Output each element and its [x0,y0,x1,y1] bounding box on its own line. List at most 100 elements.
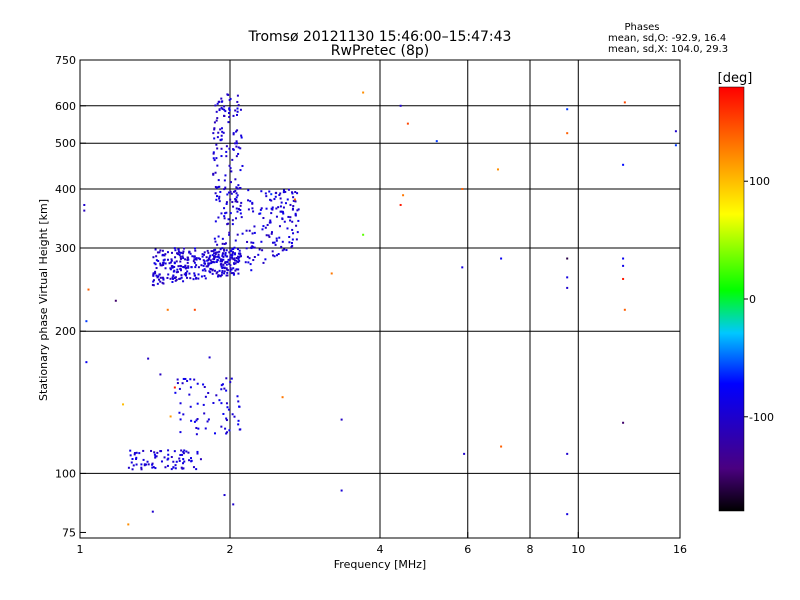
cluster-point [230,256,233,259]
scatter-point [406,122,409,125]
cluster-point [264,192,267,195]
cluster-point [197,277,200,280]
cluster-point [163,254,166,257]
cluster-point [179,402,182,405]
cluster-point [215,394,218,397]
x-tick-label: 4 [377,543,384,556]
cluster-point [237,146,240,149]
scatter-point [461,187,464,190]
cluster-point [240,216,243,219]
cluster-point [234,198,237,201]
cluster-point [152,272,155,275]
y-tick-label: 750 [55,54,76,67]
cluster-point [296,209,299,212]
cluster-point [229,269,232,272]
cluster-point [235,155,238,158]
cluster-point [189,386,192,389]
cluster-point [232,190,235,193]
cluster-point [152,274,155,277]
cluster-point [271,241,274,244]
scatter-point [496,168,499,171]
cluster-point [159,264,162,267]
scatter-point [566,286,569,289]
cluster-point [194,266,197,269]
cluster-point [183,449,186,452]
cluster-point [185,450,188,453]
cluster-point [273,241,276,244]
scatter-point [566,108,569,111]
cluster-point [260,207,263,210]
cluster-point [226,260,229,263]
x-tick-label: 8 [527,543,534,556]
cluster-point [214,185,217,188]
cluster-point [220,425,223,428]
grid-lines [80,60,680,538]
cluster-point [215,260,218,263]
cluster-point [228,429,231,432]
cluster-point [195,264,198,267]
cluster-point [233,252,236,255]
cluster-point [231,252,234,255]
cluster-point [220,155,223,158]
cluster-point [157,278,160,281]
cluster-point [261,249,264,252]
cluster-point [166,251,169,254]
cluster-point [190,266,193,269]
cluster-point [140,466,143,469]
cluster-point [229,267,232,270]
cluster-point [170,251,173,254]
cluster-point [176,382,179,385]
y-tick-label: 300 [55,242,76,255]
cluster-point [278,194,281,197]
cluster-point [269,221,272,224]
cluster-point [211,269,214,272]
cluster-point [275,237,278,240]
cluster-point [282,189,285,192]
cluster-point [223,270,226,273]
cluster-point [212,173,215,176]
cluster-point [250,246,253,249]
scatter-point [623,101,626,104]
cluster-point [187,266,190,269]
cluster-point [179,267,182,270]
cluster-point [196,402,199,405]
cluster-point [240,136,243,139]
cluster-point [184,264,187,267]
cluster-point [184,258,187,261]
cluster-point [167,273,170,276]
y-tick-label: 500 [55,137,76,150]
cluster-point [225,402,228,405]
cluster-point [220,402,223,405]
scatter-point [362,233,365,236]
cluster-point [154,455,157,458]
cluster-point [214,251,217,254]
cluster-point [161,281,164,284]
cluster-point [218,197,221,200]
cluster-point [225,419,228,422]
cluster-point [281,217,284,220]
cluster-point [171,277,174,280]
cluster-point [297,219,300,222]
cluster-point [182,265,185,268]
cluster-point [208,256,211,259]
cluster-point [162,259,165,262]
scatter-point [114,299,117,302]
cluster-point [174,467,177,470]
cluster-point [213,121,216,124]
cluster-point [235,192,238,195]
cluster-point [231,257,234,260]
cluster-point [182,450,185,453]
cluster-point [225,249,228,252]
cluster-point [209,259,212,262]
cluster-point [236,395,239,398]
cluster-point [209,254,212,257]
cluster-point [222,412,225,415]
cluster-point [239,209,242,211]
cluster-point [193,261,196,264]
cluster-point [203,412,206,415]
cluster-point [179,257,182,260]
cluster-point [188,272,191,275]
cluster-point [181,453,184,456]
colorbar-ticks: 100 0 -100 [744,175,774,424]
cluster-point [236,100,239,103]
